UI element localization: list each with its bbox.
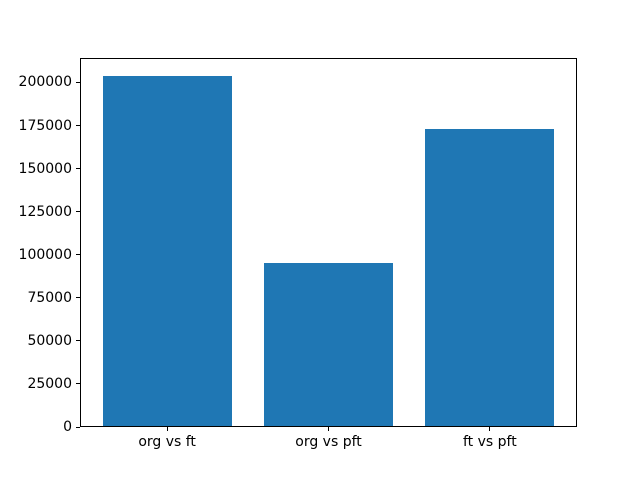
x-tick-mark [166, 427, 168, 431]
y-tick-mark [76, 211, 80, 213]
y-tick-mark [76, 168, 80, 170]
x-tick-label: org vs ft [138, 434, 196, 450]
y-tick-label: 175000 [18, 117, 72, 134]
y-tick-label: 100000 [18, 246, 72, 263]
y-tick-mark [76, 81, 80, 83]
x-tick-mark [489, 427, 491, 431]
y-tick-label: 150000 [18, 160, 72, 177]
bar-org-vs-ft [102, 75, 232, 427]
y-tick-mark [76, 340, 80, 342]
x-tick-label: org vs pft [295, 434, 362, 450]
y-tick-mark [76, 383, 80, 385]
y-tick-label: 50000 [27, 332, 72, 349]
x-tick-mark [328, 427, 329, 431]
y-tick-mark [76, 297, 80, 299]
y-tick-mark [76, 254, 80, 256]
y-tick-mark [76, 125, 80, 127]
y-tick-label: 125000 [18, 203, 72, 220]
y-tick-label: 200000 [18, 74, 72, 91]
y-tick-label: 25000 [27, 375, 72, 392]
x-tick-label: ft vs pft [463, 434, 517, 450]
bar-ft-vs-pft [425, 128, 555, 427]
y-tick-mark [76, 426, 80, 428]
y-tick-label: 75000 [27, 289, 72, 306]
y-tick-label: 0 [63, 419, 72, 435]
bar-org-vs-pft [263, 263, 394, 427]
